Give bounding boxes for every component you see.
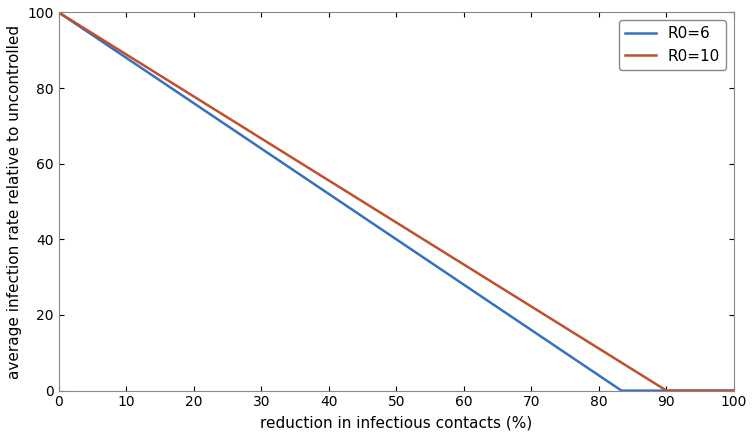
R0=6 [94, 37, 103, 42]
Line: R0=10: R0=10 [59, 12, 734, 391]
R0=10 [57, 12, 66, 17]
R0=10 [385, 215, 394, 221]
R0=6 [82, 28, 91, 34]
R0=6 [694, 388, 703, 393]
R0=6 [385, 232, 394, 237]
X-axis label: reduction in infectious contacts (%): reduction in infectious contacts (%) [260, 415, 532, 430]
R0=10 [94, 35, 103, 40]
Y-axis label: average infection rate relative to uncontrolled: average infection rate relative to uncon… [7, 24, 22, 378]
R0=6 [186, 99, 195, 104]
R0=10 [54, 10, 63, 15]
Legend: R0=6, R0=10: R0=6, R0=10 [619, 20, 726, 70]
R0=10 [729, 388, 738, 393]
R0=10 [662, 388, 671, 393]
R0=10 [694, 388, 703, 393]
R0=6 [54, 10, 63, 15]
Line: R0=6: R0=6 [59, 12, 734, 391]
R0=6 [57, 12, 66, 17]
R0=6 [729, 388, 738, 393]
R0=6 [617, 388, 626, 393]
R0=10 [82, 27, 91, 32]
R0=10 [186, 92, 195, 97]
